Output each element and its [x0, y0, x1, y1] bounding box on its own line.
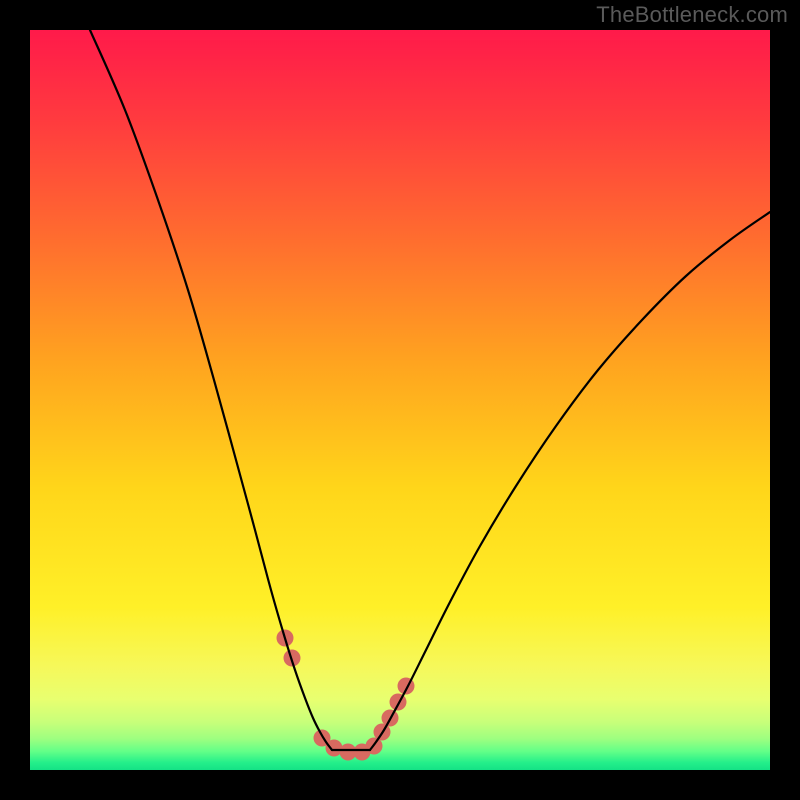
curve-right-branch	[370, 212, 770, 750]
watermark-text: TheBottleneck.com	[596, 2, 788, 28]
curve-left-branch	[90, 30, 332, 750]
plot-area	[30, 30, 770, 770]
marker-dot	[390, 694, 407, 711]
bottleneck-curve	[30, 30, 770, 770]
marker-dots	[277, 630, 415, 761]
